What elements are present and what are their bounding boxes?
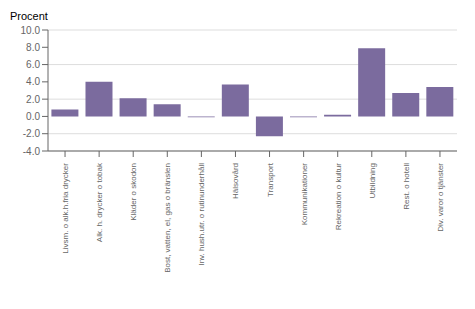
svg-text:Rekreation o kultur: Rekreation o kultur [334,163,343,230]
svg-text:Alk. h. drycker o tobak: Alk. h. drycker o tobak [95,162,104,242]
svg-text:6.0: 6.0 [26,59,40,70]
svg-text:10.0: 10.0 [21,25,41,36]
svg-text:4.0: 4.0 [26,76,40,87]
svg-text:2.0: 2.0 [26,94,40,105]
svg-text:-4.0: -4.0 [23,146,41,157]
svg-text:Utbildning: Utbildning [368,163,377,199]
svg-text:Kommunikationer: Kommunikationer [300,163,309,226]
svg-text:Kläder o skodon: Kläder o skodon [129,163,138,221]
html-text:Procent: Procent [10,10,48,22]
svg-text:Inv. hush.utr. o rutinunderhål: Inv. hush.utr. o rutinunderhåll [197,163,206,266]
svg-text:Hälsovård: Hälsovård [231,163,240,199]
svg-text:Transport: Transport [266,162,275,197]
svg-text:-2.0: -2.0 [23,128,41,139]
svg-text:Livsm. o alk.h.fria drycker: Livsm. o alk.h.fria drycker [61,163,70,254]
svg-text:Div. varor o tjänster: Div. varor o tjänster [436,163,445,232]
svg-text:Bost, vatten, el, gas o bränsl: Bost, vatten, el, gas o bränslen [163,163,172,273]
svg-text:8.0: 8.0 [26,42,40,53]
svg-text:0.0: 0.0 [26,111,40,122]
svg-text:Rest. o hotell: Rest. o hotell [402,163,411,210]
